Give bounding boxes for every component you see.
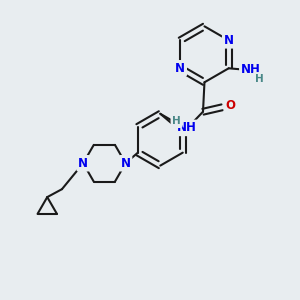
Text: N: N: [224, 34, 234, 47]
Text: H: H: [172, 116, 181, 126]
Text: H: H: [255, 74, 263, 84]
Text: N: N: [121, 157, 130, 170]
Text: N: N: [78, 157, 88, 170]
Text: NH: NH: [177, 122, 197, 134]
Text: O: O: [225, 99, 236, 112]
Text: NH: NH: [241, 63, 261, 76]
Text: N: N: [175, 62, 185, 75]
